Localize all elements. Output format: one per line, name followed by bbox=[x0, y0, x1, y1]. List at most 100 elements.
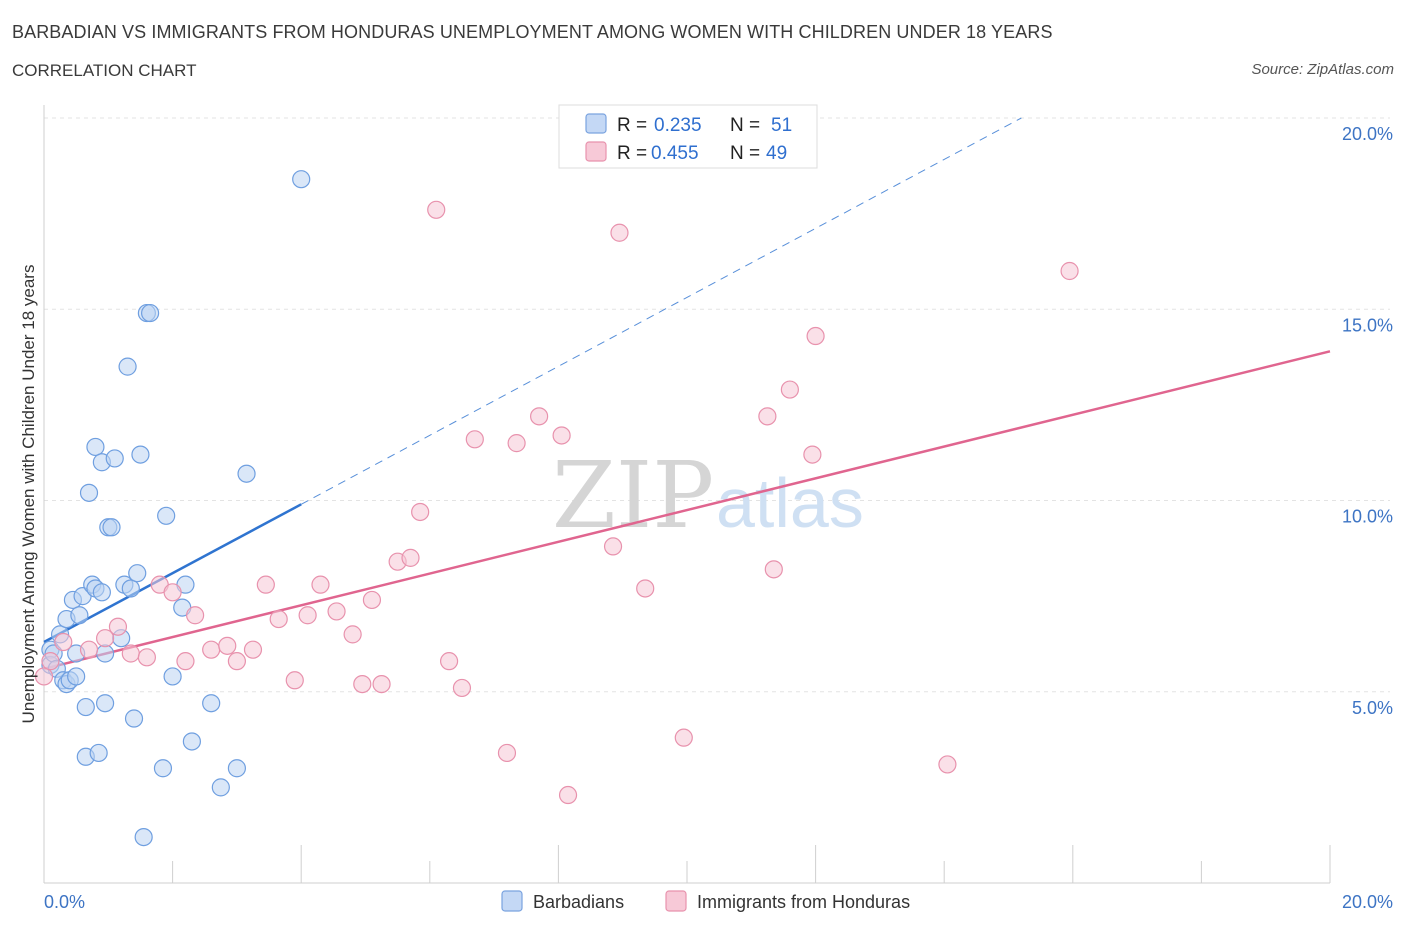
bottom-legend-swatch-barbadians bbox=[501, 890, 523, 912]
y-tick-label: 10.0% bbox=[1342, 507, 1393, 527]
honduras-point bbox=[497, 743, 517, 763]
legend-r-label-1: R = bbox=[617, 115, 647, 136]
honduras-point bbox=[1060, 261, 1079, 281]
legend-r-value-1: 0.235 bbox=[654, 115, 702, 136]
honduras-point bbox=[552, 426, 571, 445]
barbadians-point bbox=[237, 464, 256, 483]
barbadians-point bbox=[118, 357, 137, 376]
barbadians-point bbox=[134, 827, 153, 847]
honduras-point bbox=[285, 671, 304, 690]
barbadians-point bbox=[105, 449, 124, 468]
stats-legend: R = 0.235 N = 51 R = 0.455 N = 49 bbox=[558, 104, 818, 169]
x-tick-label-max: 20.0% bbox=[1342, 892, 1393, 912]
legend-swatch-honduras bbox=[585, 141, 607, 162]
barbadians-point bbox=[227, 759, 246, 778]
chart-title: BARBADIAN VS IMMIGRANTS FROM HONDURAS UN… bbox=[12, 22, 1053, 42]
legend-r-label-2: R = bbox=[617, 143, 647, 164]
honduras-point bbox=[938, 755, 957, 774]
barbadians-point bbox=[86, 437, 105, 457]
barbadians-point bbox=[131, 445, 150, 464]
gridlines bbox=[44, 117, 1390, 693]
honduras-point bbox=[256, 575, 275, 594]
barbadians-point bbox=[157, 506, 176, 525]
barbadians-point bbox=[67, 667, 86, 686]
honduras-point bbox=[34, 667, 54, 686]
barbadians-point bbox=[124, 709, 144, 728]
series-legend: Barbadians Immigrants from Honduras bbox=[501, 890, 910, 912]
legend-n-label-1: N = bbox=[730, 115, 760, 136]
legend-n-label-2: N = bbox=[730, 143, 760, 164]
honduras-point bbox=[452, 678, 472, 698]
honduras-point bbox=[176, 652, 195, 671]
barbadians-point bbox=[182, 732, 201, 751]
honduras-point bbox=[243, 640, 263, 659]
watermark-atlas: atlas bbox=[716, 464, 864, 542]
chart-source: Source: ZipAtlas.com bbox=[1251, 61, 1394, 78]
watermark-zip: ZIP bbox=[552, 442, 714, 549]
honduras-point bbox=[163, 583, 182, 602]
honduras-point bbox=[427, 200, 446, 219]
barbadians-point bbox=[128, 564, 147, 583]
honduras-point bbox=[343, 625, 362, 644]
honduras-point bbox=[530, 407, 549, 426]
honduras-point bbox=[507, 434, 526, 453]
honduras-point bbox=[610, 223, 629, 242]
barbadians-point bbox=[89, 743, 108, 763]
honduras-trend-line bbox=[43, 350, 1331, 671]
barbadians-point bbox=[76, 697, 95, 717]
honduras-point bbox=[674, 728, 693, 747]
honduras-point bbox=[186, 606, 205, 625]
barbadians-point bbox=[102, 518, 121, 537]
honduras-point bbox=[269, 609, 288, 629]
barbadians-point bbox=[202, 694, 221, 713]
barbadians-point bbox=[163, 667, 182, 686]
bottom-legend-label-honduras: Immigrants from Honduras bbox=[697, 892, 910, 912]
honduras-point bbox=[758, 407, 777, 426]
barbadians-point bbox=[140, 303, 160, 323]
bottom-legend-swatch-honduras bbox=[665, 890, 687, 912]
honduras-point bbox=[439, 652, 459, 671]
honduras-point bbox=[95, 629, 115, 648]
honduras-point bbox=[327, 602, 346, 621]
barbadians-point bbox=[95, 694, 115, 713]
barbadians-point bbox=[292, 170, 311, 189]
honduras-point bbox=[636, 579, 655, 598]
legend-swatch-barbadians bbox=[585, 113, 607, 134]
y-tick-label: 5.0% bbox=[1352, 698, 1393, 718]
y-tick-label: 15.0% bbox=[1342, 315, 1393, 335]
honduras-point bbox=[372, 674, 391, 694]
honduras-point bbox=[311, 575, 330, 594]
honduras-point bbox=[202, 640, 221, 659]
honduras-points bbox=[34, 200, 1079, 805]
barbadians-point bbox=[70, 606, 89, 625]
barbadians-point bbox=[92, 583, 111, 602]
honduras-point bbox=[803, 445, 822, 464]
legend-n-value-2: 49 bbox=[766, 143, 787, 164]
y-axis-label: Unemployment Among Women with Children U… bbox=[19, 265, 38, 724]
honduras-point bbox=[603, 537, 623, 556]
honduras-point bbox=[137, 648, 156, 667]
legend-r-value-2: 0.455 bbox=[651, 143, 699, 164]
barbadians-point bbox=[211, 778, 230, 797]
honduras-point bbox=[121, 644, 140, 663]
x-tick-label-min: 0.0% bbox=[44, 892, 85, 912]
honduras-point bbox=[465, 430, 484, 449]
barbadians-points bbox=[41, 170, 311, 847]
honduras-point bbox=[218, 636, 237, 655]
bottom-legend-label-barbadians: Barbadians bbox=[533, 892, 624, 912]
honduras-point bbox=[806, 326, 825, 346]
honduras-point bbox=[54, 632, 73, 652]
honduras-point bbox=[227, 652, 246, 671]
y-tick-label: 20.0% bbox=[1342, 124, 1393, 144]
barbadians-point bbox=[153, 759, 173, 778]
x-axis-ticks bbox=[172, 845, 1331, 883]
legend-n-value-1: 51 bbox=[771, 115, 792, 136]
honduras-point bbox=[79, 640, 99, 659]
honduras-point bbox=[41, 652, 60, 671]
honduras-point bbox=[411, 502, 430, 522]
honduras-point bbox=[353, 674, 372, 694]
barbadians-point bbox=[95, 644, 115, 663]
barbadians-point bbox=[121, 579, 140, 598]
honduras-point bbox=[362, 590, 382, 610]
